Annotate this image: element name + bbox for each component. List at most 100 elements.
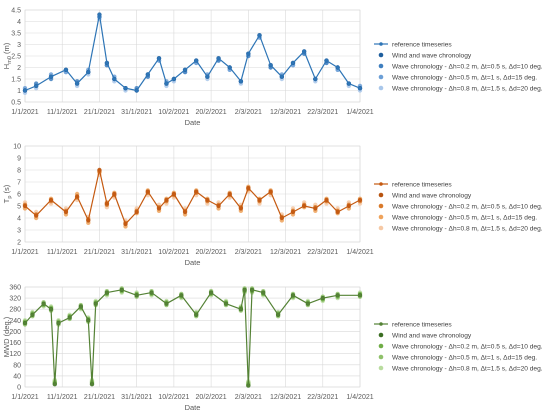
data-point xyxy=(358,86,362,90)
legend-entry: Wave chronology - Δh=0.2 m, Δt=0.5 s, Δd… xyxy=(392,63,543,70)
data-point xyxy=(302,49,306,54)
legend-entry: Wind and wave chronology xyxy=(392,52,472,59)
legend-entry: Wave chronology - Δh=0.2 m, Δt=0.5 s, Δd… xyxy=(392,343,543,350)
data-point xyxy=(291,61,295,65)
data-point xyxy=(135,293,139,297)
data-point xyxy=(246,52,250,56)
y-tick-label: 360 xyxy=(9,285,21,292)
y-tick-label: 160 xyxy=(9,340,21,347)
data-point xyxy=(64,68,68,72)
data-point xyxy=(34,214,38,218)
data-point xyxy=(23,321,27,325)
data-point xyxy=(97,168,102,172)
data-point xyxy=(112,77,116,81)
legend-marker xyxy=(378,214,384,220)
data-point xyxy=(86,218,90,222)
data-point xyxy=(336,65,340,70)
legend-entry: reference timeseries xyxy=(392,181,452,188)
data-point xyxy=(135,210,139,214)
data-point xyxy=(90,382,94,386)
y-tick-label: 0 xyxy=(17,385,21,392)
y-tick-label: 9 xyxy=(17,156,21,163)
x-tick-label: 20/2/2021 xyxy=(196,109,227,116)
y-tick-label: 200 xyxy=(9,329,21,336)
plot-frame xyxy=(24,286,361,388)
data-point xyxy=(269,63,273,67)
x-tick-label: 1/1/2021 xyxy=(11,394,38,401)
legend-entry: reference timeseries xyxy=(392,321,452,328)
x-tick-label: 22/3/2021 xyxy=(307,109,338,116)
y-tick-label: 280 xyxy=(9,307,21,314)
data-point xyxy=(56,321,61,325)
y-tick-label: 6 xyxy=(17,192,21,199)
data-point xyxy=(157,56,161,60)
y-tick-label: 4 xyxy=(17,216,21,223)
legend-marker xyxy=(378,225,384,231)
data-point xyxy=(306,302,310,306)
data-point xyxy=(209,290,213,295)
y-tick-label: 3 xyxy=(17,228,21,235)
data-point xyxy=(239,79,243,83)
data-point xyxy=(194,59,198,63)
y-tick-label: 40 xyxy=(13,373,21,380)
y-tick-label: 1 xyxy=(17,88,21,95)
y-tick-label: 240 xyxy=(9,318,21,325)
x-tick-label: 22/3/2021 xyxy=(307,394,338,401)
x-axis-label: Date xyxy=(185,258,201,267)
data-point xyxy=(324,59,329,63)
data-point xyxy=(246,186,250,190)
data-point xyxy=(49,198,53,202)
data-point xyxy=(183,68,187,72)
data-point xyxy=(324,198,329,202)
chart-mwd: 360 320 280 240 200 160 120 80 40 0 1/1/2021 11/1/2… xyxy=(2,285,543,413)
data-point xyxy=(228,192,232,196)
y-tick-label: 120 xyxy=(9,351,21,358)
legend-marker xyxy=(379,322,383,326)
data-point xyxy=(30,313,35,317)
data-point xyxy=(276,313,280,317)
data-point xyxy=(157,206,161,210)
data-point xyxy=(313,206,317,210)
y-tick-label: 1.5 xyxy=(11,77,21,84)
x-tick-label: 2/3/2021 xyxy=(235,109,262,116)
x-tick-label: 31/1/2021 xyxy=(121,109,152,116)
data-point xyxy=(243,288,247,292)
data-point xyxy=(79,304,83,309)
data-point xyxy=(68,315,72,320)
data-point xyxy=(105,290,109,295)
data-point xyxy=(250,288,254,292)
x-tick-label: 1/1/2021 xyxy=(11,249,38,256)
legend-marker xyxy=(378,332,384,338)
data-point xyxy=(75,194,79,198)
legend-entry: Wave chronology - Δh=0.5 m, Δt=1 s, Δd=1… xyxy=(392,214,537,221)
y-tick-label: 2.5 xyxy=(11,54,21,61)
y-tick-label: 320 xyxy=(9,296,21,303)
x-tick-label: 12/3/2021 xyxy=(270,109,301,116)
data-point xyxy=(75,82,79,86)
data-point xyxy=(146,72,150,76)
x-tick-label: 12/3/2021 xyxy=(270,394,301,401)
data-point xyxy=(228,65,232,70)
x-axis-label: Date xyxy=(185,403,201,412)
x-tick-label: 10/2/2021 xyxy=(158,394,189,401)
data-point xyxy=(86,70,90,74)
x-tick-label: 2/3/2021 xyxy=(235,249,262,256)
data-point xyxy=(358,293,362,297)
legend-marker xyxy=(378,192,384,198)
x-tick-label: 11/1/2021 xyxy=(47,394,78,401)
x-tick-label: 1/4/2021 xyxy=(346,109,373,116)
data-point xyxy=(302,204,306,208)
data-point xyxy=(224,302,228,306)
data-point xyxy=(164,82,169,86)
data-point xyxy=(86,318,90,322)
data-point xyxy=(205,75,209,79)
x-tick-label: 21/1/2021 xyxy=(84,394,115,401)
x-tick-label: 10/2/2021 xyxy=(158,109,189,116)
data-point xyxy=(64,210,68,214)
data-point xyxy=(53,382,57,386)
legend-entry: Wave chronology - Δh=0.8 m, Δt=1.5 s, Δd… xyxy=(392,225,543,232)
x-tick-label: 21/1/2021 xyxy=(84,249,115,256)
data-point xyxy=(49,307,53,311)
data-point xyxy=(112,192,116,196)
